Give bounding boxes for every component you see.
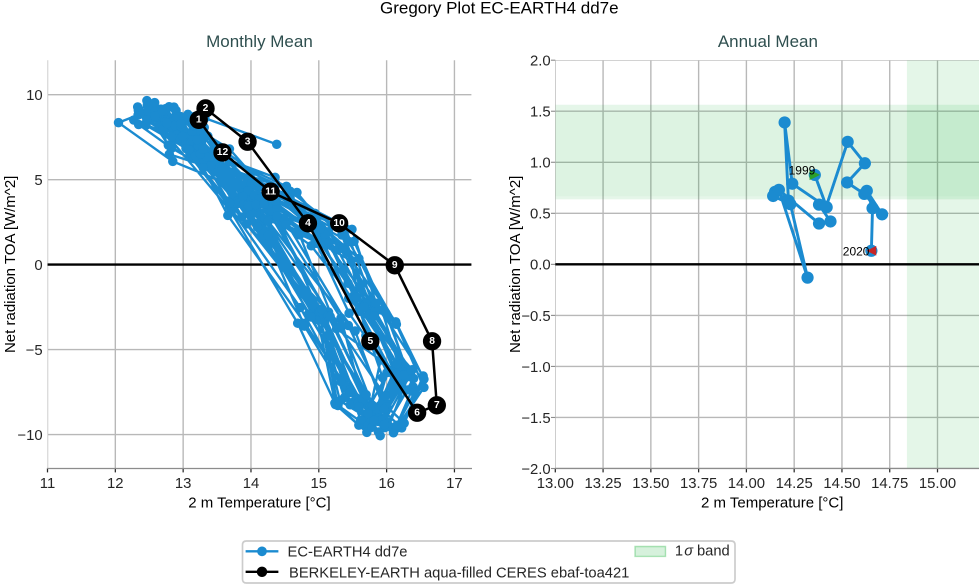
svg-text:Monthly Mean: Monthly Mean — [206, 32, 313, 51]
svg-text:BERKELEY-EARTH aqua-filled CER: BERKELEY-EARTH aqua-filled CERES ebaf-to… — [289, 565, 629, 581]
svg-text:band: band — [697, 543, 730, 559]
svg-text:Net radiation TOA [W/m^2]: Net radiation TOA [W/m^2] — [2, 176, 19, 353]
svg-text:14.25: 14.25 — [776, 476, 813, 492]
svg-text:0.5: 0.5 — [530, 207, 551, 223]
svg-text:−1.0: −1.0 — [521, 360, 550, 376]
svg-text:13.25: 13.25 — [584, 476, 621, 492]
svg-text:5: 5 — [367, 336, 373, 347]
svg-text:13: 13 — [175, 476, 192, 492]
svg-text:Net radiation TOA [W/m^2]: Net radiation TOA [W/m^2] — [507, 176, 524, 353]
svg-text:1: 1 — [196, 114, 202, 125]
svg-text:14.75: 14.75 — [871, 476, 908, 492]
svg-text:11: 11 — [40, 476, 55, 492]
svg-text:2: 2 — [203, 103, 209, 114]
svg-text:3: 3 — [245, 136, 251, 147]
svg-text:−1.5: −1.5 — [521, 411, 550, 427]
svg-text:7: 7 — [434, 400, 440, 411]
svg-text:17: 17 — [446, 476, 463, 492]
svg-text:9: 9 — [392, 260, 398, 271]
svg-text:2020: 2020 — [843, 245, 870, 259]
svg-text:14.50: 14.50 — [823, 476, 860, 492]
svg-text:8: 8 — [429, 336, 435, 347]
svg-text:16: 16 — [378, 476, 395, 492]
svg-text:1.0: 1.0 — [530, 156, 551, 172]
svg-text:1: 1 — [675, 543, 683, 559]
svg-text:13.50: 13.50 — [632, 476, 669, 492]
svg-text:12: 12 — [217, 147, 229, 158]
svg-text:−5: −5 — [26, 343, 43, 359]
svg-text:13.00: 13.00 — [537, 476, 574, 492]
svg-text:0: 0 — [34, 258, 42, 274]
svg-text:5: 5 — [34, 173, 42, 189]
svg-text:EC-EARTH4 dd7e: EC-EARTH4 dd7e — [288, 544, 408, 560]
svg-text:15: 15 — [311, 476, 328, 492]
svg-text:Gregory Plot EC-EARTH4 dd7e: Gregory Plot EC-EARTH4 dd7e — [380, 0, 619, 18]
svg-text:10: 10 — [26, 88, 43, 104]
svg-text:14.00: 14.00 — [728, 476, 765, 492]
svg-text:Annual Mean: Annual Mean — [718, 32, 818, 51]
svg-text:−10: −10 — [17, 428, 42, 444]
svg-text:1.5: 1.5 — [530, 105, 551, 121]
svg-text:2 m Temperature [°C]: 2 m Temperature [°C] — [701, 495, 843, 512]
svg-text:2 m Temperature [°C]: 2 m Temperature [°C] — [188, 495, 330, 512]
svg-text:12: 12 — [107, 476, 124, 492]
svg-text:1999: 1999 — [789, 163, 816, 177]
svg-text:11: 11 — [265, 186, 276, 197]
svg-text:0.0: 0.0 — [530, 258, 551, 274]
svg-text:σ: σ — [684, 543, 694, 559]
svg-text:−2.0: −2.0 — [521, 462, 550, 478]
svg-text:4: 4 — [305, 218, 311, 229]
svg-text:13.75: 13.75 — [680, 476, 717, 492]
svg-text:2.0: 2.0 — [530, 54, 551, 70]
svg-text:−0.5: −0.5 — [521, 309, 550, 325]
svg-text:10: 10 — [333, 218, 345, 229]
svg-text:6: 6 — [414, 407, 420, 418]
svg-text:14: 14 — [243, 476, 260, 492]
svg-text:15.00: 15.00 — [919, 476, 956, 492]
